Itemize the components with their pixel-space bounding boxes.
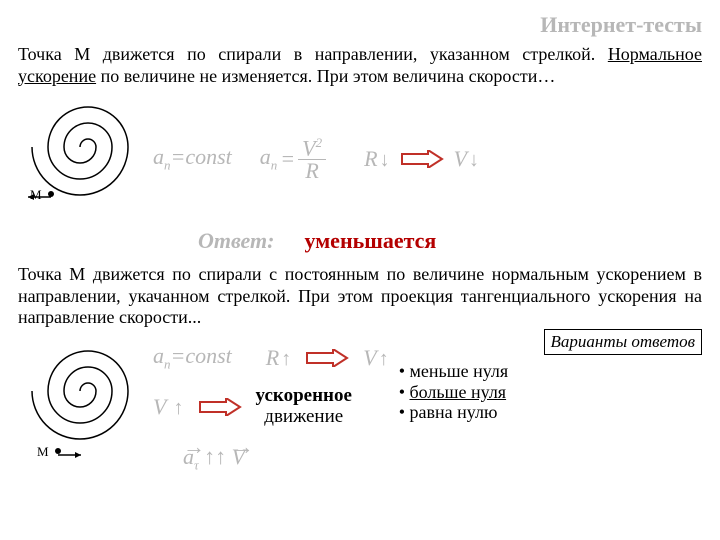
p1-suffix: по величине не изменяется. При этом вели…: [96, 66, 555, 86]
vector-relation: a→τ ↑↑ V→: [183, 444, 245, 473]
variants-title: Варианты ответов: [544, 329, 703, 355]
middle-formulas: an=const R↑ V↑ V ↑ ускоренное движение a…: [153, 333, 389, 483]
accelerated-motion: ускоренное движение: [256, 386, 352, 428]
implies-arrow-3: [198, 398, 242, 416]
spiral-diagram-2: М: [18, 333, 143, 483]
problem-1-row: М an=const an = V2 R R↓ V↓: [18, 91, 702, 226]
option-1: • меньше нуля: [399, 361, 702, 382]
page-header: Интернет-тесты: [18, 12, 702, 38]
option-3: • равна нулю: [399, 402, 702, 423]
V-down: V↓: [454, 146, 479, 172]
R-up: R↑: [266, 345, 291, 371]
V-up-1: V↑: [363, 345, 388, 371]
p1-prefix: Точка М движется по спирали в направлени…: [18, 44, 608, 64]
problem-2-row: М an=const R↑ V↑ V ↑ ускоренное движение…: [18, 333, 702, 483]
options-panel: Варианты ответов • меньше нуля • больше …: [399, 333, 702, 483]
options-list: • меньше нуля • больше нуля • равна нулю: [399, 361, 702, 423]
R-down: R↓: [364, 146, 389, 172]
svg-text:М: М: [37, 444, 49, 459]
an-formula: an = V2 R: [260, 136, 326, 182]
implies-arrow-1: [400, 150, 444, 168]
option-2: • больше нуля: [399, 382, 702, 403]
answer-label: Ответ:: [198, 228, 274, 254]
spiral-diagram-1: М: [18, 91, 143, 226]
answer-1: Ответ: уменьшается: [198, 228, 702, 254]
an-const-2: an=const: [153, 343, 232, 372]
answer-text: уменьшается: [304, 228, 436, 254]
problem-1-text: Точка М движется по спирали в направлени…: [18, 44, 702, 87]
V-up-2: V ↑: [153, 394, 184, 420]
svg-text:М: М: [30, 187, 42, 202]
implies-arrow-2: [305, 349, 349, 367]
an-const-1: an=const: [153, 144, 232, 173]
problem-2-text: Точка М движется по спирали с постоянным…: [18, 264, 702, 329]
